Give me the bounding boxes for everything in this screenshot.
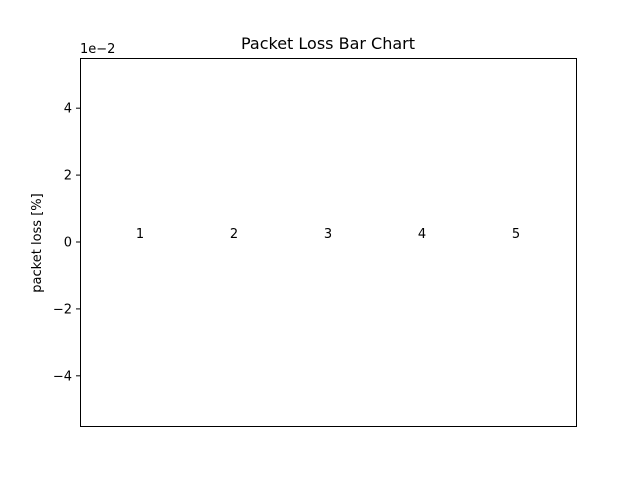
bar-value-label: 3 (324, 227, 332, 242)
chart-title: Packet Loss Bar Chart (241, 34, 415, 53)
plot-area-frame (80, 58, 577, 427)
y-axis-offset-label: 1e−2 (80, 42, 115, 57)
bar-value-label: 2 (230, 227, 238, 242)
y-tick-label: −2 (53, 302, 72, 317)
y-axis-ticks: −4 −2 0 2 4 (53, 102, 80, 384)
bar-labels-group: 1 2 3 4 5 (136, 227, 520, 242)
bar-value-label: 4 (418, 227, 426, 242)
y-tick-label: −4 (53, 369, 72, 384)
bar-value-label: 5 (512, 227, 520, 242)
y-axis-label: packet loss [%] (30, 193, 45, 292)
y-tick-label: 2 (64, 169, 72, 184)
bar-value-label: 1 (136, 227, 144, 242)
y-tick-label: 0 (64, 236, 72, 251)
y-tick-label: 4 (64, 102, 72, 117)
